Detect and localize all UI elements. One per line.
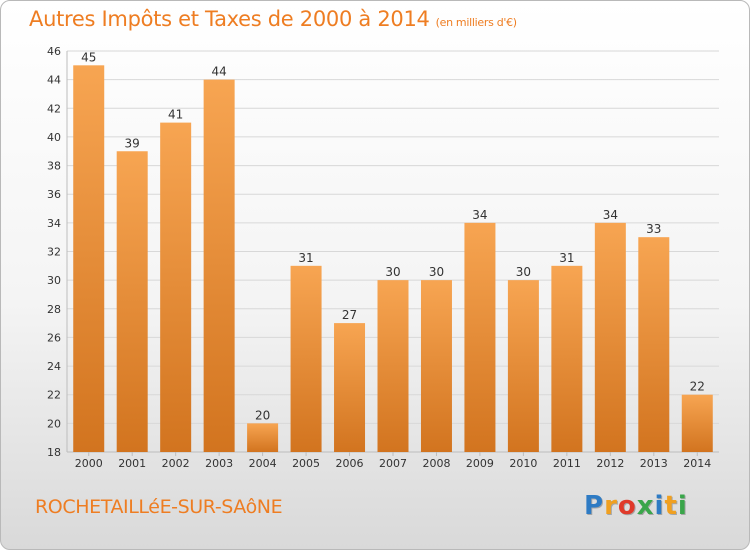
x-tick-label-2000: 2000 — [75, 457, 103, 470]
y-tick-label: 18 — [47, 446, 61, 459]
bar-2009 — [464, 222, 496, 452]
logo-letter: t — [664, 491, 678, 521]
data-label-2014: 22 — [690, 380, 705, 394]
y-tick-label: 34 — [47, 217, 61, 230]
data-label-2008: 30 — [429, 265, 444, 279]
y-tick-label: 22 — [47, 389, 61, 402]
bar-2007 — [377, 280, 409, 452]
logo-letter: i — [677, 491, 688, 521]
bar-2012 — [594, 222, 626, 452]
y-tick-label: 46 — [47, 45, 61, 58]
data-label-2007: 30 — [385, 265, 400, 279]
data-label-2013: 33 — [646, 222, 661, 236]
data-label-2000: 45 — [81, 50, 96, 64]
x-tick-label-2010: 2010 — [509, 457, 537, 470]
bar-2004 — [247, 423, 279, 452]
y-tick-label: 36 — [47, 188, 61, 201]
bar-2002 — [160, 122, 192, 452]
data-label-2006: 27 — [342, 308, 357, 322]
logo-letter: x — [636, 491, 655, 521]
x-tick-label-2002: 2002 — [162, 457, 190, 470]
y-tick-label: 32 — [47, 246, 61, 259]
commune-name: ROCHETAILLéE-SUR-SAôNE — [35, 496, 283, 518]
bar-2003 — [203, 79, 235, 453]
data-label-2004: 20 — [255, 408, 270, 422]
chart-subtitle: (en milliers d'€) — [435, 16, 517, 29]
y-tick-label: 24 — [47, 360, 61, 373]
data-label-2002: 41 — [168, 108, 183, 122]
data-label-2011: 31 — [559, 251, 574, 265]
x-tick-label-2001: 2001 — [118, 457, 146, 470]
chart-title: Autres Impôts et Taxes de 2000 à 2014 (en… — [29, 7, 517, 31]
x-tick-labels: 2000 2001 2002 2003 2004 2005 2006 2007 2008 2009… — [75, 457, 712, 470]
bar-2008 — [420, 280, 452, 452]
y-tick-labels: 18 20 22 24 26 28 30 32 34 36 38 40 42 44 46 — [47, 45, 61, 459]
y-tick-label: 44 — [47, 74, 61, 87]
y-tick-label: 20 — [47, 417, 61, 430]
data-label-2005: 31 — [298, 251, 313, 265]
chart-title-text: Autres Impôts et Taxes de 2000 à 2014 — [29, 7, 430, 31]
bars — [73, 65, 713, 453]
x-tick-label-2011: 2011 — [553, 457, 581, 470]
x-tick-label-2006: 2006 — [336, 457, 364, 470]
x-tick-label-2013: 2013 — [640, 457, 668, 470]
data-label-2003: 44 — [211, 65, 226, 79]
y-tick-label: 28 — [47, 303, 61, 316]
logo-letter: o — [617, 491, 637, 521]
proxiti-logo[interactable]: Proxiti — [584, 491, 688, 521]
x-tick-label-2009: 2009 — [466, 457, 494, 470]
data-label-2012: 34 — [603, 208, 618, 222]
data-label-2009: 34 — [472, 208, 487, 222]
data-label-2010: 30 — [516, 265, 531, 279]
y-tick-label: 38 — [47, 160, 61, 173]
bar-2013 — [638, 237, 670, 452]
y-tick-label: 30 — [47, 274, 61, 287]
x-tick-label-2014: 2014 — [683, 457, 711, 470]
x-tick-label-2012: 2012 — [596, 457, 624, 470]
bar-2000 — [73, 65, 105, 453]
bar-2001 — [116, 151, 148, 452]
x-tick-label-2008: 2008 — [422, 457, 450, 470]
y-tick-label: 40 — [47, 131, 61, 144]
data-label-2001: 39 — [125, 136, 140, 150]
x-tick-label-2007: 2007 — [379, 457, 407, 470]
y-tick-label: 26 — [47, 331, 61, 344]
y-tick-label: 42 — [47, 102, 61, 115]
logo-letter: i — [654, 491, 665, 521]
bar-2005 — [290, 265, 322, 452]
bar-2006 — [334, 323, 366, 452]
bar-2010 — [507, 280, 539, 452]
x-tick-label-2004: 2004 — [249, 457, 277, 470]
logo-letter: r — [604, 491, 618, 521]
bar-2011 — [551, 265, 583, 452]
data-labels: 45 39 41 44 20 31 27 30 30 34 30 31 34 33 22 — [81, 50, 705, 422]
logo-letter: P — [584, 491, 605, 521]
x-tick-label-2005: 2005 — [292, 457, 320, 470]
bar-2014 — [681, 394, 713, 452]
x-tick-label-2003: 2003 — [205, 457, 233, 470]
